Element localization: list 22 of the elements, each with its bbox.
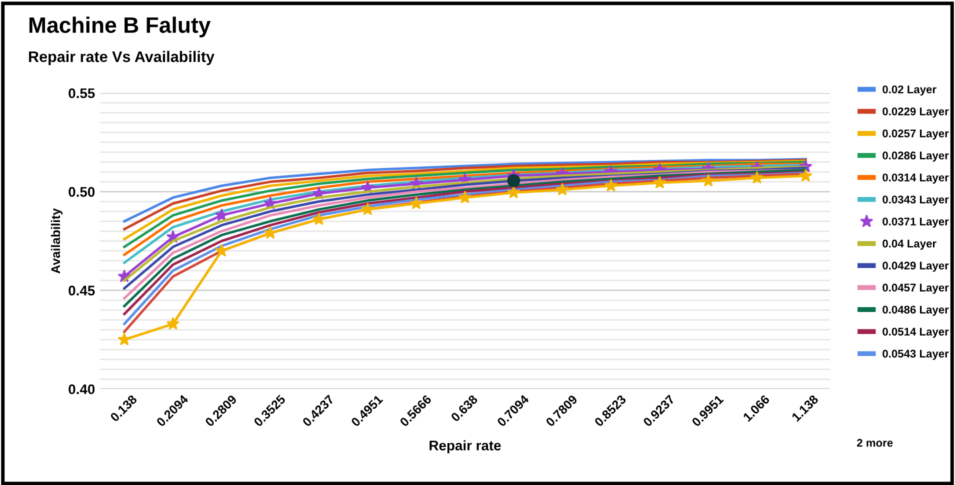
y-tick-label: 0.40 [68,384,95,394]
legend-label: 0.0543 Layer [882,350,949,360]
legend-label: 0.0229 Layer [882,107,949,118]
legend-label: 0.0314 Layer [882,174,949,184]
legend-label: 0.0371 Layer [882,218,949,228]
legend-label: 0.0286 Layer [882,152,949,162]
y-axis-title: Availability [50,208,63,274]
legend-label: 0.0486 Layer [882,306,949,316]
y-tick-label: 0.45 [68,286,95,296]
chart-title: Machine B Faluty [29,16,211,38]
legend-label: 0.04 Layer [882,240,936,250]
x-axis-title: Repair rate [430,440,501,454]
chart-subtitle: Repair rate Vs Availability [29,50,214,66]
text: 2 more [857,438,893,447]
y-tick-label: 0.55 [68,88,95,98]
y-tick-label: 0.50 [68,187,95,197]
legend-label: 0.02 Layer [882,85,936,96]
legend-label: 0.0343 Layer [882,196,949,206]
legend-label: 0.0457 Layer [882,284,949,294]
legend-label: 0.0257 Layer [882,130,949,140]
legend-label: 0.0429 Layer [882,262,949,272]
legend-label: 0.0514 Layer [882,328,949,338]
